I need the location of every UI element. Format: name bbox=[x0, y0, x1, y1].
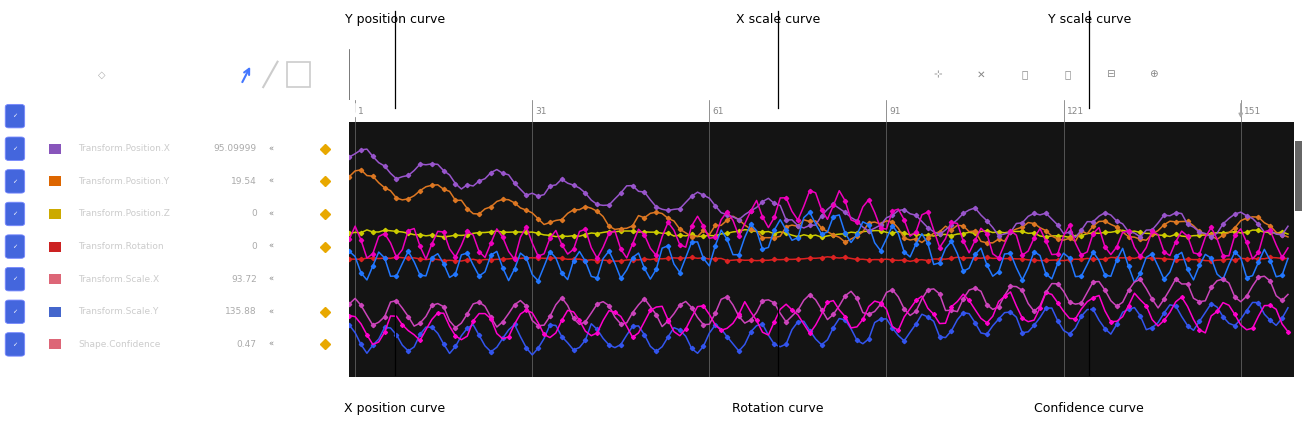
Text: «: « bbox=[268, 340, 274, 349]
Text: Transform.Scale.X: Transform.Scale.X bbox=[78, 275, 160, 284]
Text: ✓: ✓ bbox=[13, 244, 18, 249]
Text: 95.09999: 95.09999 bbox=[214, 144, 257, 153]
FancyBboxPatch shape bbox=[5, 333, 25, 356]
Text: Transform.Position.X: Transform.Position.X bbox=[78, 144, 171, 153]
Text: Animated: Animated bbox=[16, 68, 73, 81]
Text: «: « bbox=[268, 177, 274, 186]
Text: ✓: ✓ bbox=[13, 309, 18, 314]
Text: Confidence curve: Confidence curve bbox=[1035, 402, 1144, 414]
Text: «: « bbox=[268, 144, 274, 153]
Text: 151: 151 bbox=[1243, 107, 1261, 116]
Text: ◇: ◇ bbox=[98, 69, 106, 79]
Text: ✕: ✕ bbox=[977, 69, 985, 79]
Text: Y scale curve: Y scale curve bbox=[1048, 13, 1131, 26]
Text: Transform.Position.Z: Transform.Position.Z bbox=[78, 210, 171, 219]
FancyBboxPatch shape bbox=[5, 202, 25, 226]
Text: ▼ Analyze Motion: ▼ Analyze Motion bbox=[46, 111, 147, 121]
Text: Shape.Confidence: Shape.Confidence bbox=[78, 340, 162, 349]
FancyBboxPatch shape bbox=[5, 137, 25, 161]
Text: 0: 0 bbox=[251, 210, 257, 219]
Text: 61: 61 bbox=[713, 107, 723, 116]
Text: X position curve: X position curve bbox=[344, 402, 446, 414]
Text: 0: 0 bbox=[251, 242, 257, 251]
Text: «: « bbox=[268, 275, 274, 284]
Text: ✓: ✓ bbox=[13, 114, 18, 118]
FancyBboxPatch shape bbox=[5, 235, 25, 258]
Text: «: « bbox=[268, 242, 274, 251]
Text: Transform.Rotation: Transform.Rotation bbox=[78, 242, 164, 251]
Bar bbox=[50, 340, 61, 349]
Bar bbox=[50, 307, 61, 317]
Text: «: « bbox=[268, 210, 274, 219]
Text: 135.88: 135.88 bbox=[225, 307, 257, 316]
Text: 1: 1 bbox=[358, 107, 364, 116]
Text: 19.54: 19.54 bbox=[231, 177, 257, 186]
Text: Y position curve: Y position curve bbox=[345, 13, 444, 26]
Text: ⌾: ⌾ bbox=[1065, 69, 1070, 79]
Text: ✓: ✓ bbox=[13, 146, 18, 151]
Text: ✓: ✓ bbox=[13, 342, 18, 347]
Text: 93.72: 93.72 bbox=[231, 275, 257, 284]
Text: 91: 91 bbox=[890, 107, 900, 116]
Bar bbox=[50, 274, 61, 284]
FancyBboxPatch shape bbox=[5, 268, 25, 291]
Bar bbox=[287, 62, 310, 87]
Bar bbox=[1295, 141, 1302, 211]
Text: Rotation curve: Rotation curve bbox=[732, 402, 823, 414]
Bar bbox=[50, 144, 61, 154]
Text: ⊕: ⊕ bbox=[1149, 69, 1157, 79]
Text: Transform.Position.Y: Transform.Position.Y bbox=[78, 177, 169, 186]
Bar bbox=[50, 209, 61, 219]
Text: ⊟: ⊟ bbox=[1106, 69, 1114, 79]
Text: 121: 121 bbox=[1067, 107, 1084, 116]
FancyBboxPatch shape bbox=[5, 170, 25, 193]
Bar bbox=[50, 176, 61, 186]
Text: 0.47: 0.47 bbox=[237, 340, 257, 349]
Text: ✓: ✓ bbox=[13, 211, 18, 216]
Text: ✓: ✓ bbox=[13, 276, 18, 282]
Bar bbox=[50, 242, 61, 251]
FancyBboxPatch shape bbox=[5, 300, 25, 323]
Text: X scale curve: X scale curve bbox=[736, 13, 820, 26]
Text: Transform.Scale.Y: Transform.Scale.Y bbox=[78, 307, 159, 316]
Text: ⌗: ⌗ bbox=[1022, 69, 1027, 79]
FancyBboxPatch shape bbox=[5, 104, 25, 128]
Text: 31: 31 bbox=[536, 107, 547, 116]
Text: ✓: ✓ bbox=[13, 179, 18, 184]
Text: ⊹: ⊹ bbox=[934, 69, 942, 79]
Text: «: « bbox=[268, 307, 274, 316]
